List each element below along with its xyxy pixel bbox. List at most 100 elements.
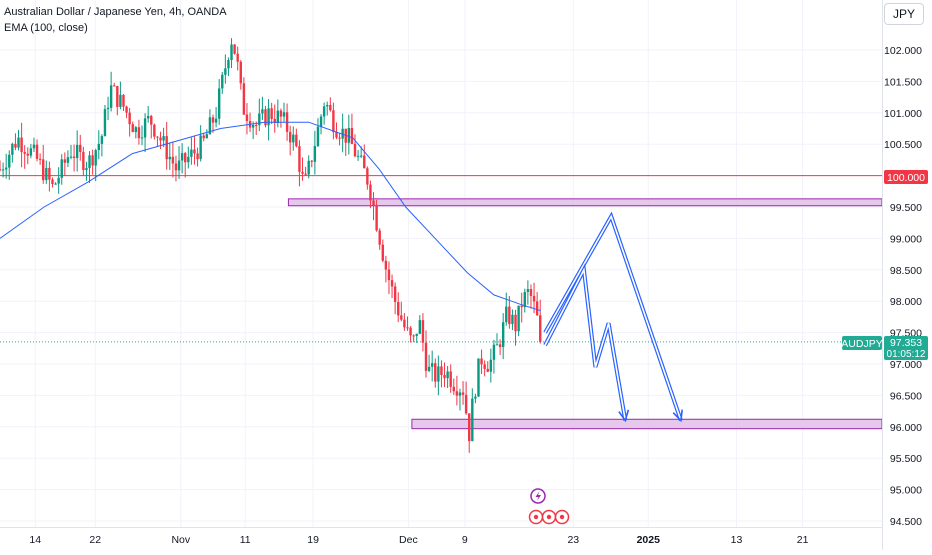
time-axis[interactable]: 14 22 Nov 11 19 Dec 9 23 2025 13 21 — [0, 527, 882, 547]
candle-body — [51, 179, 54, 185]
candle-body — [492, 344, 496, 360]
candle-body — [461, 392, 465, 395]
horizontal-level[interactable] — [0, 175, 882, 343]
candle-body — [63, 159, 67, 163]
support-resistance-zones[interactable] — [287, 198, 883, 430]
candle-body — [48, 167, 51, 180]
time-tick-label: 14 — [29, 534, 41, 546]
candle-body — [449, 371, 452, 387]
candle-body — [35, 144, 39, 159]
candle-body — [384, 260, 388, 270]
price-tick-label: 101.000 — [884, 108, 922, 120]
candle-body — [412, 335, 415, 337]
candle-body — [310, 160, 313, 162]
candle-body — [316, 126, 320, 147]
candle-body — [91, 155, 94, 166]
candle-body — [501, 322, 505, 348]
candle-body — [366, 168, 369, 185]
candle-body — [489, 359, 493, 372]
candle-body — [106, 107, 110, 110]
time-tick-label: Nov — [171, 534, 190, 546]
candle-body — [427, 366, 431, 371]
ema-line — [0, 121, 541, 312]
candle-body — [270, 108, 273, 119]
candle-body — [236, 53, 239, 62]
candle-body — [350, 127, 354, 144]
candle-body — [103, 109, 107, 137]
candle-body — [332, 110, 335, 133]
symbol-badge — [842, 336, 882, 350]
candle-body — [72, 156, 76, 159]
candle-body — [273, 118, 276, 124]
currency-button[interactable]: JPY — [884, 3, 924, 25]
candle-body — [42, 159, 45, 181]
candle-body — [397, 301, 400, 316]
candle-body — [378, 230, 381, 245]
candle-body — [168, 156, 171, 160]
projection-arrows[interactable] — [543, 211, 683, 423]
candle-body — [353, 143, 357, 157]
candle-body — [464, 394, 468, 414]
candle-body — [45, 167, 48, 181]
candle-body — [529, 289, 533, 296]
candle-body — [387, 269, 391, 281]
candle-body — [85, 168, 88, 171]
price-tick-label: 100.500 — [884, 139, 922, 151]
economic-event-dot — [546, 514, 552, 520]
candle-body — [474, 396, 477, 399]
projection-arrow-outline[interactable] — [543, 211, 683, 422]
candle-body — [69, 156, 73, 158]
candle-body — [57, 177, 60, 184]
price-tick-label: 98.000 — [890, 296, 922, 308]
candle-body — [258, 113, 261, 126]
candle-body — [100, 136, 104, 144]
candle-body — [375, 205, 378, 231]
candle-body — [511, 314, 514, 325]
candle-body — [295, 134, 298, 147]
candle-body — [304, 173, 307, 175]
price-tick-label: 101.500 — [884, 76, 922, 88]
candle-body — [1, 169, 5, 171]
candle-body — [20, 137, 23, 153]
support-resistance-zone[interactable] — [411, 418, 883, 430]
candle-body — [452, 386, 455, 392]
candle-body — [517, 305, 520, 332]
projection-arrow-outline[interactable] — [543, 263, 628, 421]
candle-body — [125, 106, 128, 113]
support-resistance-zone[interactable] — [287, 198, 883, 207]
candle-body — [255, 124, 258, 126]
candle-body — [113, 85, 116, 87]
time-tick-label: 21 — [797, 534, 809, 546]
candle-body — [116, 86, 119, 107]
price-axis[interactable]: 102.000 101.500 101.000 100.500 99.500 99.000… — [882, 0, 932, 550]
candle-body — [128, 112, 131, 125]
level-badge — [884, 170, 928, 184]
candle-body — [38, 158, 42, 160]
time-tick-label: 9 — [462, 534, 468, 546]
lightning-glyph — [535, 491, 541, 501]
candle-body — [356, 155, 360, 157]
candle-body — [288, 131, 292, 143]
candle-body — [54, 183, 57, 185]
candle-body — [483, 364, 486, 369]
symbol-badge-text: AUDJPY — [841, 338, 882, 350]
candle-body — [14, 143, 17, 148]
candle-body — [347, 127, 351, 143]
candlesticks — [0, 38, 542, 453]
event-markers[interactable] — [528, 488, 570, 525]
candle-body — [146, 115, 150, 119]
candle-body — [97, 143, 100, 151]
candle-body — [75, 144, 79, 159]
candle-body — [8, 154, 11, 168]
candle-body — [390, 280, 394, 287]
candle-body — [415, 333, 418, 336]
price-tick-label: 96.000 — [890, 422, 922, 434]
candle-body — [208, 117, 212, 135]
candle-body — [230, 44, 233, 61]
candle-body — [143, 118, 147, 138]
economic-event-dot — [533, 514, 539, 520]
candle-body — [393, 286, 397, 302]
candle-body — [369, 184, 372, 201]
candle-body — [88, 155, 91, 169]
